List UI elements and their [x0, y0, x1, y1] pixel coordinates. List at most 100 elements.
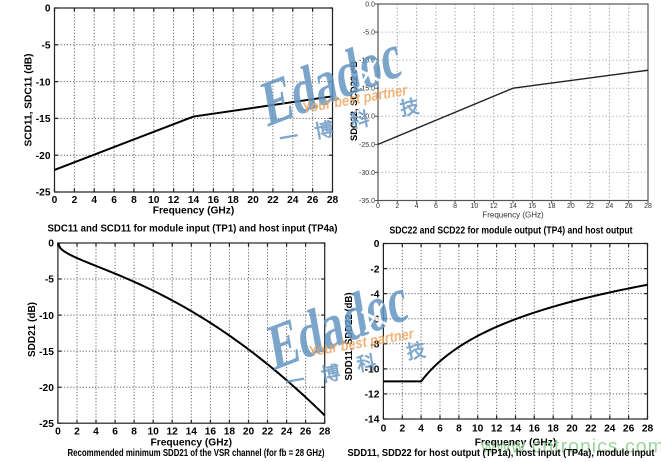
svg-text:一: 一: [278, 127, 300, 151]
svg-text:16: 16: [205, 426, 217, 437]
svg-text:14: 14: [186, 426, 198, 437]
svg-text:24: 24: [281, 426, 293, 437]
svg-text:SDD21 (dB): SDD21 (dB): [27, 302, 38, 357]
svg-text:24: 24: [604, 424, 616, 435]
svg-text:22: 22: [585, 424, 597, 435]
svg-text:0: 0: [374, 239, 380, 250]
svg-text:-15.0: -15.0: [359, 86, 375, 93]
svg-text:科: 科: [349, 107, 372, 133]
svg-text:12: 12: [168, 195, 180, 206]
svg-text:28: 28: [644, 203, 652, 210]
svg-text:26: 26: [623, 424, 635, 435]
svg-text:18: 18: [548, 203, 556, 210]
svg-text:0: 0: [52, 195, 58, 206]
svg-text:4: 4: [415, 203, 419, 210]
svg-text:Frequency (GHz): Frequency (GHz): [153, 206, 235, 217]
svg-text:18: 18: [224, 426, 236, 437]
svg-text:SDC22, SCD22 dB: SDC22, SCD22 dB: [349, 61, 360, 141]
svg-text:16: 16: [528, 203, 536, 210]
svg-text:10: 10: [148, 426, 160, 437]
svg-text:10: 10: [148, 195, 160, 206]
svg-text:2: 2: [72, 195, 78, 206]
svg-text:技: 技: [405, 338, 429, 364]
svg-text:-4: -4: [370, 289, 379, 300]
svg-text:14: 14: [509, 203, 517, 210]
svg-text:-12: -12: [365, 390, 380, 401]
svg-text:Recommended minimum SDD21 of t: Recommended minimum SDD21 of the VSR cha…: [68, 448, 325, 459]
svg-text:-14: -14: [365, 415, 380, 426]
svg-text:6: 6: [112, 426, 118, 437]
svg-text:22: 22: [586, 203, 594, 210]
svg-text:18: 18: [228, 195, 240, 206]
svg-text:-5.0: -5.0: [363, 30, 375, 37]
svg-text:-25: -25: [39, 419, 54, 430]
svg-text:2: 2: [399, 424, 405, 435]
svg-text:16: 16: [529, 424, 541, 435]
svg-text:技: 技: [398, 94, 422, 120]
svg-text:-10: -10: [365, 365, 380, 376]
svg-text:博: 博: [313, 117, 336, 143]
svg-text:18: 18: [548, 424, 560, 435]
svg-text:-20: -20: [39, 383, 54, 394]
svg-text:2: 2: [74, 426, 80, 437]
svg-text:科: 科: [355, 350, 378, 376]
svg-text:8: 8: [131, 426, 137, 437]
svg-text:24: 24: [606, 203, 614, 210]
svg-text:SDC22 and SCD22 for module out: SDC22 and SCD22 for module output (TP4) …: [390, 226, 634, 237]
svg-text:8: 8: [456, 424, 462, 435]
svg-text:-2: -2: [370, 264, 379, 275]
svg-text:28: 28: [327, 195, 339, 206]
svg-text:28: 28: [642, 424, 654, 435]
svg-text:-8: -8: [370, 340, 379, 351]
svg-text:-20.0: -20.0: [359, 114, 375, 121]
svg-text:24: 24: [287, 195, 299, 206]
svg-text:20: 20: [243, 426, 255, 437]
svg-text:-30.0: -30.0: [359, 170, 375, 177]
svg-text:10: 10: [471, 203, 479, 210]
svg-text:一: 一: [284, 370, 306, 394]
svg-text:SDD11, SDD22 (dB): SDD11, SDD22 (dB): [344, 293, 355, 381]
svg-text:Frequency (GHz): Frequency (GHz): [482, 211, 544, 220]
svg-text:22: 22: [262, 426, 274, 437]
svg-text:2: 2: [395, 203, 399, 210]
svg-text:22: 22: [267, 195, 279, 206]
svg-text:-15: -15: [36, 114, 51, 125]
svg-text:20: 20: [247, 195, 259, 206]
svg-text:6: 6: [111, 195, 117, 206]
svg-text:-10: -10: [36, 77, 51, 88]
svg-text:26: 26: [300, 426, 312, 437]
svg-text:SCD11, SDC11 (dB): SCD11, SDC11 (dB): [24, 54, 35, 147]
svg-text:14: 14: [510, 424, 522, 435]
svg-text:4: 4: [93, 426, 99, 437]
svg-text:SDD11, SDD22 for host output (: SDD11, SDD22 for host output (TP1a), hos…: [348, 448, 656, 459]
svg-text:-25.0: -25.0: [359, 142, 375, 149]
svg-text:20: 20: [567, 203, 575, 210]
svg-text:-15: -15: [39, 347, 54, 358]
svg-text:-5: -5: [41, 41, 50, 52]
svg-text:0: 0: [48, 239, 54, 250]
svg-text:14: 14: [188, 195, 200, 206]
svg-text:12: 12: [167, 426, 179, 437]
svg-text:SDC11 and SCD11 for module inp: SDC11 and SCD11 for module input (TP1) a…: [48, 223, 338, 234]
svg-text:6: 6: [434, 203, 438, 210]
svg-text:博: 博: [319, 361, 342, 387]
svg-text:28: 28: [319, 426, 331, 437]
svg-text:8: 8: [131, 195, 137, 206]
svg-text:10: 10: [472, 424, 484, 435]
svg-text:-10: -10: [39, 311, 54, 322]
svg-text:-20: -20: [36, 151, 51, 162]
svg-text:4: 4: [91, 195, 97, 206]
svg-text:26: 26: [625, 203, 633, 210]
svg-text:26: 26: [307, 195, 319, 206]
svg-text:12: 12: [490, 203, 498, 210]
svg-text:0: 0: [45, 4, 51, 15]
svg-text:Frequency (GHz): Frequency (GHz): [475, 438, 557, 449]
svg-text:Frequency (GHz): Frequency (GHz): [151, 438, 233, 449]
svg-text:12: 12: [491, 424, 503, 435]
svg-text:0: 0: [381, 424, 387, 435]
svg-text:-25: -25: [36, 188, 51, 199]
svg-text:8: 8: [453, 203, 457, 210]
svg-text:20: 20: [566, 424, 578, 435]
svg-text:-35.0: -35.0: [359, 198, 375, 205]
svg-text:-5: -5: [45, 275, 54, 286]
